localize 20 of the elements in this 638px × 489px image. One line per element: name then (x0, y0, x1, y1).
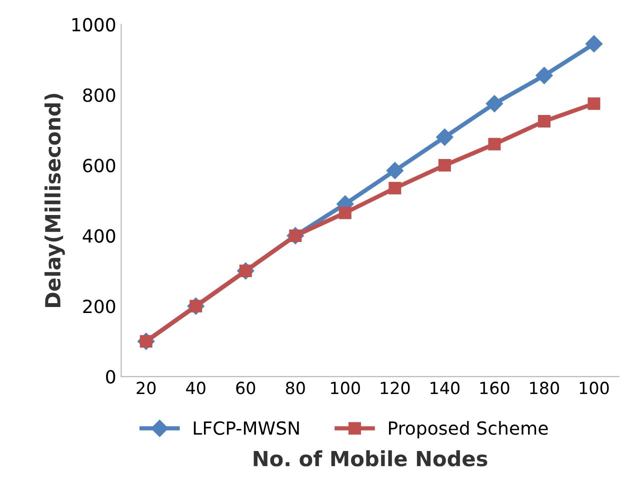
x-tick-label: 160 (480, 382, 510, 394)
y-tick-label: 0 (106, 370, 116, 384)
y-tick-label: 400 (82, 229, 116, 243)
x-tick-label: 40 (186, 382, 206, 394)
x-tick-label: 80 (286, 382, 305, 394)
y-axis-title: Delay(Millisecond) (44, 94, 65, 307)
legend-label: LFCP-MWSN (194, 421, 299, 435)
x-tick-label: 20 (136, 382, 156, 394)
x-tick-label: 60 (236, 382, 256, 394)
legend-label: Proposed Scheme (389, 420, 548, 438)
x-tick-label: 100 (331, 382, 360, 394)
y-tick-label: 200 (83, 300, 116, 314)
x-tick-label: 180 (530, 382, 560, 394)
y-tick-label: 1000 (72, 18, 116, 32)
x-axis-title: No. of Mobile Nodes (254, 450, 488, 466)
y-tick-label: 600 (83, 158, 116, 172)
x-tick-label: 120 (380, 382, 410, 394)
y-tick-label: 800 (83, 88, 116, 102)
x-tick-label: 100 (580, 382, 609, 394)
x-tick-label: 140 (430, 382, 460, 394)
